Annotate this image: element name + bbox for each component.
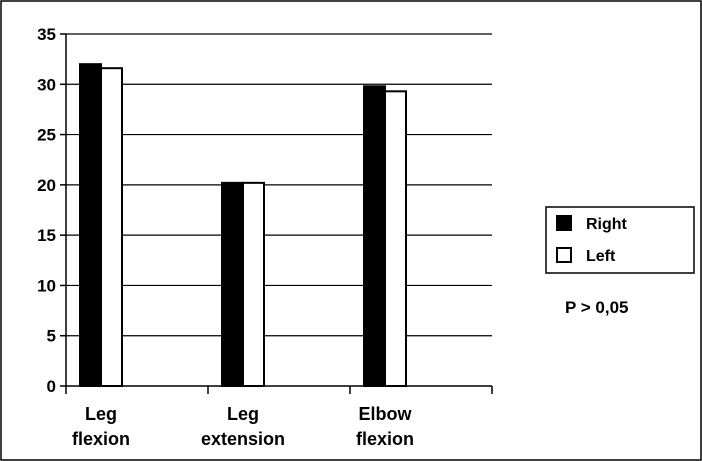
y-tick-label-35: 35 [37, 25, 56, 44]
category-label-1-1: extension [201, 429, 285, 449]
legend-swatch-right [556, 215, 572, 231]
legend: Right Left [545, 206, 695, 274]
category-label-1-0: Leg [227, 404, 259, 424]
category-label-2-0: Elbow [359, 404, 413, 424]
y-tick-label-0: 0 [47, 377, 56, 396]
legend-swatch-left [556, 247, 572, 263]
category-label-0-0: Leg [85, 404, 117, 424]
y-tick-label-25: 25 [37, 126, 56, 145]
bar-right-2 [363, 85, 386, 387]
bar-right-1 [221, 181, 244, 387]
bars [79, 63, 407, 388]
category-label-0-1: flexion [72, 429, 130, 449]
bar-left-2 [384, 90, 407, 387]
y-tick-label-5: 5 [47, 327, 56, 346]
y-tick-label-20: 20 [37, 176, 56, 195]
legend-label-right: Right [586, 216, 628, 233]
grid-lines [66, 33, 492, 337]
y-tick-label-30: 30 [37, 75, 56, 94]
y-tick-label-10: 10 [37, 276, 56, 295]
legend-label-left: Left [586, 248, 616, 265]
bar-left-0 [100, 67, 123, 388]
axes [60, 33, 493, 394]
labels: 0 5 10 15 20 25 30 35 Leg flexion Leg extension Elbo… [37, 25, 414, 449]
bar-left-1 [242, 181, 265, 387]
p-value-annotation: P > 0,05 [565, 298, 629, 317]
y-tick-label-15: 15 [37, 226, 56, 245]
bar-right-0 [79, 63, 102, 388]
category-label-2-1: flexion [356, 429, 414, 449]
